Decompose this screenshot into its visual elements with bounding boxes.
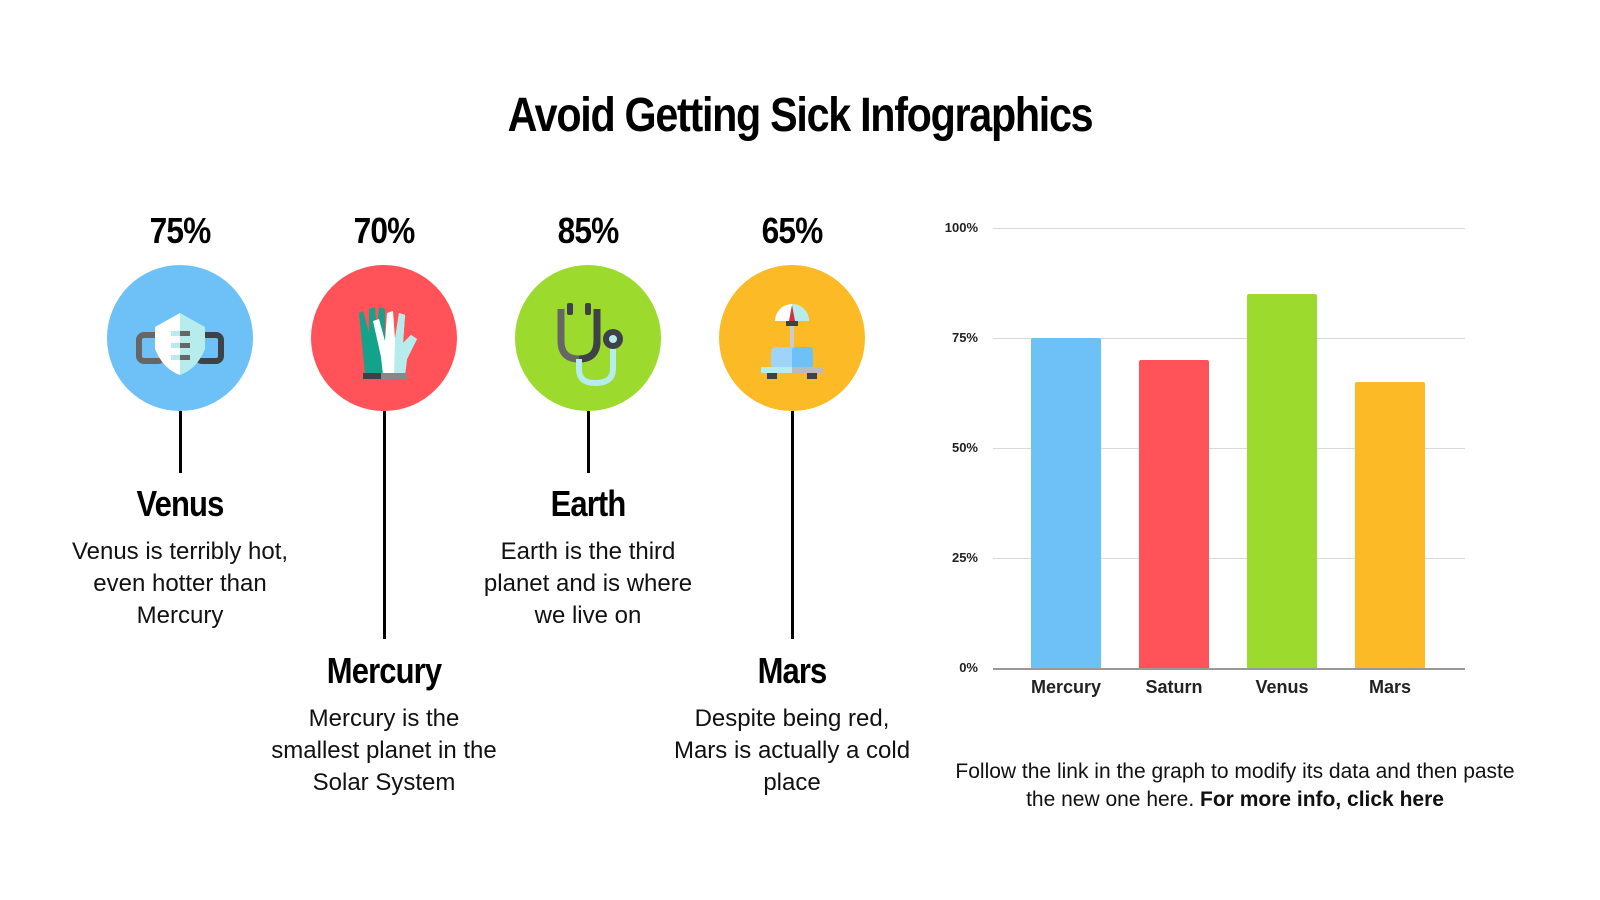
circle-mars	[719, 265, 865, 411]
percent-mars: 65%	[761, 210, 824, 251]
bar-mars[interactable]	[1355, 382, 1425, 668]
connector-line-venus	[179, 411, 182, 473]
connector-line-mars	[791, 411, 794, 639]
percent-venus: 75%	[149, 210, 212, 251]
gridline-100	[993, 228, 1465, 229]
y-tick-25: 25%	[951, 550, 978, 565]
x-label-mars: Mars	[1368, 677, 1412, 697]
chart-note-text: Follow the link in the graph to modify i…	[955, 760, 1515, 811]
item-desc-venus: Venus is terribly hot, even hotter than …	[71, 538, 289, 629]
chart-note: Follow the link in the graph to modify i…	[955, 758, 1515, 814]
y-tick-75: 75%	[951, 330, 978, 345]
item-title-mercury: Mercury	[326, 650, 442, 691]
bar-chart[interactable]: 100% 75% 50% 25% 0% Mercury Saturn Venus…	[945, 220, 1515, 720]
weight-scale-icon	[761, 304, 823, 379]
y-tick-50: 50%	[951, 440, 978, 455]
item-title-earth: Earth	[550, 483, 627, 524]
item-desc-earth: Earth is the third planet and is where w…	[483, 538, 693, 629]
connector-line-mercury	[383, 411, 386, 639]
bar-mercury[interactable]	[1031, 338, 1101, 668]
item-title-mars: Mars	[757, 650, 828, 691]
face-mask-icon	[136, 313, 224, 375]
y-tick-100: 100%	[944, 220, 978, 235]
bar-saturn[interactable]	[1139, 360, 1209, 668]
circle-venus	[107, 265, 253, 411]
gridline-25	[993, 558, 1465, 559]
circle-earth	[515, 265, 661, 411]
connector-line-earth	[587, 411, 590, 473]
x-label-venus: Venus	[1255, 677, 1309, 697]
x-label-saturn: Saturn	[1145, 677, 1203, 697]
percent-earth: 85%	[557, 210, 620, 251]
percent-mercury: 70%	[353, 210, 416, 251]
y-tick-0: 0%	[959, 660, 978, 675]
bar-venus[interactable]	[1247, 294, 1317, 668]
stethoscope-icon	[557, 303, 623, 387]
item-desc-mercury: Mercury is the smallest planet in the So…	[271, 705, 497, 796]
item-desc-mars: Despite being red, Mars is actually a co…	[673, 705, 911, 796]
x-axis	[993, 668, 1465, 670]
item-title-venus: Venus	[136, 483, 225, 524]
more-info-link[interactable]: For more info, click here	[1200, 788, 1444, 811]
page-title: Avoid Getting Sick Infographics	[507, 89, 1094, 142]
gridline-75	[993, 338, 1465, 339]
gridline-50	[993, 448, 1465, 449]
circle-mercury	[311, 265, 457, 411]
x-label-mercury: Mercury	[1030, 677, 1102, 697]
gloves-icon	[359, 307, 417, 379]
